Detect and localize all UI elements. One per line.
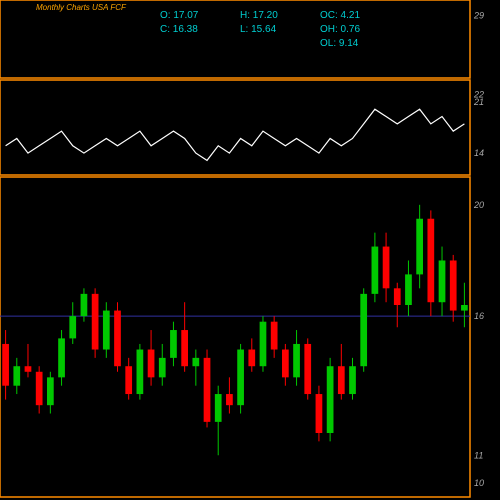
- candle: [81, 294, 88, 316]
- candle: [125, 366, 132, 394]
- info-low: L: 15.64: [240, 24, 277, 35]
- candle: [427, 219, 434, 302]
- candle: [416, 219, 423, 275]
- candle: [461, 305, 468, 311]
- candle: [47, 377, 54, 405]
- candle: [439, 260, 446, 302]
- candle: [260, 322, 267, 367]
- candle: [394, 288, 401, 305]
- candle: [192, 358, 199, 366]
- candle: [316, 394, 323, 433]
- candle: [204, 358, 211, 422]
- candle: [170, 330, 177, 358]
- candle: [338, 366, 345, 394]
- svg-text:16: 16: [474, 311, 484, 321]
- candle: [25, 366, 32, 372]
- candle: [237, 350, 244, 406]
- candle: [159, 358, 166, 377]
- candle: [450, 260, 457, 310]
- chart-container: 29 Monthly Charts USA FCF O: 17.07 C: 16.38…: [0, 0, 500, 500]
- info-open: O: 17.07: [160, 10, 199, 21]
- info-oc: OC: 4.21: [320, 10, 360, 21]
- info-oh: OH: 0.76: [320, 24, 360, 35]
- chart-svg: 29 Monthly Charts USA FCF O: 17.07 C: 16.38…: [0, 0, 500, 500]
- svg-text:14: 14: [474, 148, 484, 158]
- candle: [226, 394, 233, 405]
- svg-text:10: 10: [474, 478, 484, 488]
- candle: [282, 350, 289, 378]
- candle: [114, 311, 121, 367]
- indicator-line: [6, 109, 465, 160]
- candle: [103, 311, 110, 350]
- candle: [36, 372, 43, 405]
- info-ol: OL: 9.14: [320, 38, 359, 49]
- candle: [137, 350, 144, 395]
- svg-text:29: 29: [473, 11, 484, 21]
- svg-text:20: 20: [473, 200, 484, 210]
- candle: [92, 294, 99, 350]
- info-close: C: 16.38: [160, 24, 198, 35]
- candle: [327, 366, 334, 433]
- candle: [349, 366, 356, 394]
- candle: [13, 366, 20, 385]
- candle: [181, 330, 188, 366]
- candle: [383, 247, 390, 289]
- candle: [360, 294, 367, 366]
- svg-text:11: 11: [474, 450, 483, 460]
- candle: [304, 344, 311, 394]
- chart-title: Monthly Charts USA FCF: [36, 3, 127, 12]
- candle: [69, 316, 76, 338]
- candle: [148, 350, 155, 378]
- candle: [405, 274, 412, 305]
- candle: [372, 247, 379, 294]
- info-high: H: 17.20: [240, 10, 278, 21]
- candle: [2, 344, 9, 386]
- candle: [248, 350, 255, 367]
- svg-text:21: 21: [473, 97, 484, 107]
- candle: [215, 394, 222, 422]
- candle: [293, 344, 300, 377]
- candle: [271, 322, 278, 350]
- candle: [58, 338, 65, 377]
